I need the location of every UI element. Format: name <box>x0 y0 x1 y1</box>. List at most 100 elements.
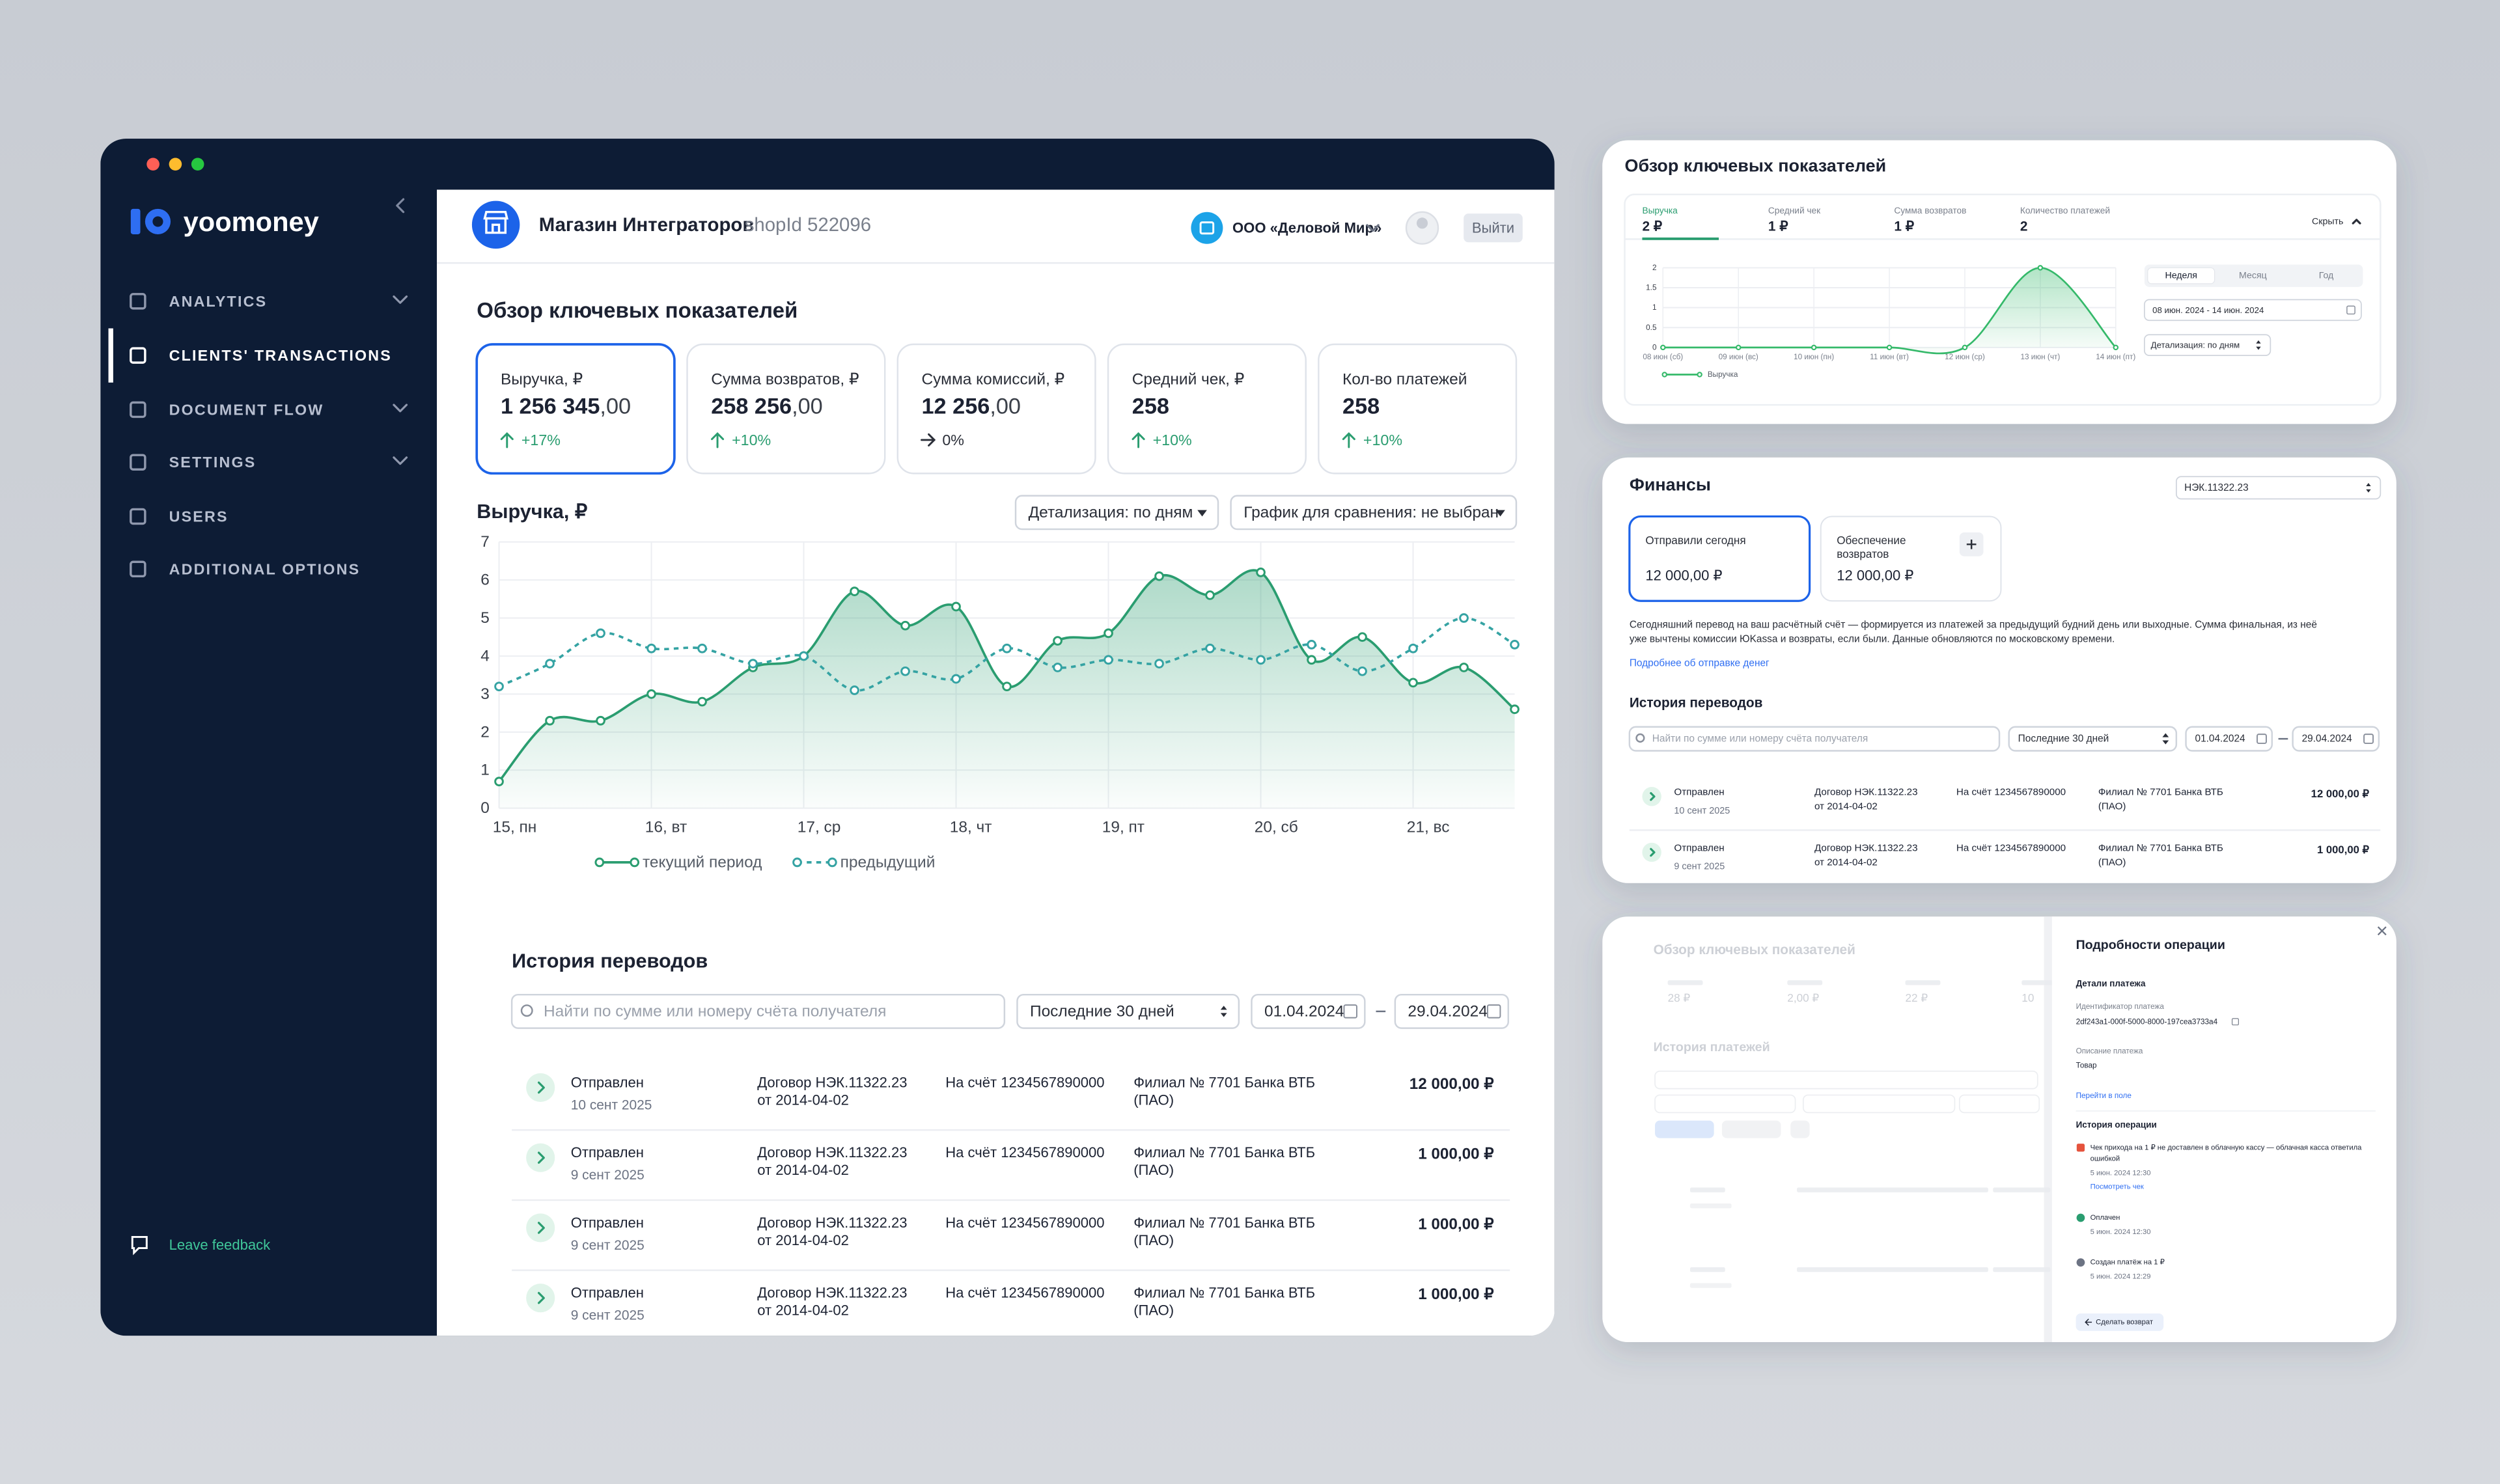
drawer-link[interactable]: Перейти в поле <box>2076 1092 2132 1100</box>
period-tab[interactable]: Год <box>2319 271 2334 281</box>
logout-button[interactable] <box>1464 213 1523 243</box>
date-input[interactable] <box>2185 726 2273 752</box>
row-date: 9 сент 2025 <box>571 1238 645 1253</box>
compare-dropdown[interactable] <box>1230 495 1518 530</box>
event-link[interactable]: Посмотреть чек <box>2090 1183 2144 1190</box>
row-date: 9 сент 2025 <box>571 1308 645 1323</box>
x-tick-label: 12 июн (ср) <box>1945 353 1985 361</box>
kpi-value: 12 256,00 <box>922 394 1021 419</box>
window-control <box>146 158 160 171</box>
kpi-card[interactable] <box>1107 343 1307 474</box>
row-expand[interactable] <box>526 1284 555 1313</box>
kpi-change: +10% <box>1153 432 1192 448</box>
collapse-sidebar[interactable] <box>396 198 405 213</box>
date-input-value[interactable]: 01.04.2024 <box>2195 734 2246 745</box>
date-input-value[interactable]: 29.04.2024 <box>1408 1002 1487 1020</box>
date-range-value[interactable]: 08 июн. 2024 - 14 июн. 2024 <box>2152 305 2264 315</box>
nav-item[interactable]: ANALYTICS <box>169 293 268 310</box>
background-value: 10 <box>2021 991 2034 1004</box>
calendar-icon <box>2346 305 2355 315</box>
row-bank: Филиал № 7701 Банка ВТБ <box>2098 842 2223 853</box>
kpi-card[interactable] <box>475 343 676 475</box>
period-select[interactable] <box>2008 726 2178 752</box>
metric-label[interactable]: Сумма возвратов <box>1894 206 1966 215</box>
kpi-card[interactable] <box>686 343 886 474</box>
nav-item[interactable]: SETTINGS <box>169 454 257 471</box>
detail-select-label[interactable]: Детализация: по дням <box>2151 340 2240 350</box>
background-value: 2,00 ₽ <box>1787 991 1819 1004</box>
nav-item[interactable]: ADDITIONAL OPTIONS <box>169 560 361 577</box>
date-input[interactable] <box>1394 993 1509 1029</box>
period-select[interactable] <box>1016 993 1240 1029</box>
x-tick-label: 13 июн (чт) <box>2020 353 2060 361</box>
background-value: 28 ₽ <box>1668 991 1691 1004</box>
nav-item[interactable]: USERS <box>169 508 229 525</box>
collapse-toggle[interactable]: Скрыть <box>2312 216 2343 227</box>
detail-dropdown-label[interactable]: Детализация: по дням <box>1029 504 1193 521</box>
x-tick-label: 16, вт <box>645 819 687 836</box>
search-input[interactable] <box>1628 726 2001 752</box>
collapse-chevron <box>2352 219 2361 225</box>
select-arrows <box>2162 733 2169 745</box>
refund-button-label[interactable]: Сделать возврат <box>2096 1318 2153 1326</box>
refund-button[interactable] <box>2076 1313 2164 1331</box>
period-select-label[interactable]: Последние 30 дней <box>1030 1002 1174 1020</box>
metric-label[interactable]: Количество платежей <box>2020 206 2110 215</box>
y-tick-label: 6 <box>480 571 490 589</box>
date-input[interactable] <box>1251 993 1366 1029</box>
copy-icon[interactable] <box>2231 1018 2239 1026</box>
kpi-value-integer: 258 <box>1342 394 1380 419</box>
search-placeholder[interactable]: Найти по сумме или номеру счёта получате… <box>544 1002 886 1020</box>
detail-dropdown[interactable] <box>1014 495 1219 530</box>
logout-label[interactable]: Выйти <box>1472 220 1514 236</box>
background-button <box>1790 1120 1810 1138</box>
period-tab[interactable]: Неделя <box>2165 271 2197 281</box>
y-tick-label: 2 <box>480 723 490 741</box>
account-select-label[interactable]: НЭК.11322.23 <box>2184 482 2249 493</box>
row-account: На счёт 1234567890000 <box>1956 787 2066 798</box>
row-expand[interactable] <box>1642 787 1661 806</box>
info-link[interactable]: Подробнее об отправке денег <box>1630 657 1770 668</box>
row-bank: (ПАО) <box>2098 857 2126 868</box>
date-input-value[interactable]: 29.04.2024 <box>2302 734 2353 745</box>
row-expand[interactable] <box>526 1143 555 1172</box>
row-bank: (ПАО) <box>1133 1092 1174 1108</box>
account-select[interactable] <box>2176 476 2382 500</box>
row-bank: (ПАО) <box>1133 1232 1174 1248</box>
search-input[interactable] <box>510 993 1006 1029</box>
row-account: На счёт 1234567890000 <box>945 1074 1104 1090</box>
background-row <box>1993 1187 2051 1192</box>
metric-label[interactable]: Выручка <box>1642 206 1678 215</box>
metric-value: 2 <box>2020 219 2028 234</box>
search-icon <box>1635 733 1645 743</box>
background-select <box>1802 1094 1956 1114</box>
row-expand-chevron <box>1650 792 1656 801</box>
data-point <box>1002 643 1012 653</box>
org-name[interactable]: ООО «Деловой Мир» <box>1232 220 1382 236</box>
row-expand[interactable] <box>526 1073 555 1102</box>
close-button[interactable] <box>2377 926 2387 936</box>
kpi-card[interactable] <box>1318 343 1518 474</box>
period-select-label[interactable]: Последние 30 дней <box>2018 734 2109 745</box>
metric-label[interactable]: Средний чек <box>1768 206 1821 215</box>
detail-select[interactable] <box>2144 334 2271 356</box>
row-expand[interactable] <box>526 1213 555 1243</box>
row-expand[interactable] <box>1642 842 1661 862</box>
compare-dropdown-label[interactable]: График для сравнения: не выбран <box>1243 504 1499 521</box>
nav-item[interactable]: CLIENTS' TRANSACTIONS <box>169 347 392 364</box>
nav-item[interactable]: DOCUMENT FLOW <box>169 401 324 418</box>
data-point <box>850 685 859 695</box>
data-point <box>1357 666 1367 676</box>
date-input[interactable] <box>2292 726 2380 752</box>
period-tab[interactable]: Месяц <box>2239 271 2267 281</box>
kpi-label: Сумма комиссий, ₽ <box>922 370 1065 388</box>
feedback-link[interactable]: Leave feedback <box>169 1237 271 1253</box>
background-title: История платежей <box>1654 1040 1770 1054</box>
date-range-input[interactable] <box>2144 299 2362 322</box>
row-contract-date: от 2014-04-02 <box>1814 857 1878 868</box>
finance-card-label: Отправили сегодня <box>1645 534 1745 547</box>
search-placeholder[interactable]: Найти по сумме или номеру счёта получате… <box>1652 734 1868 745</box>
drawer-section: Детали платежа <box>2076 979 2146 989</box>
date-input-value[interactable]: 01.04.2024 <box>1264 1002 1344 1020</box>
kpi-card[interactable] <box>896 343 1096 474</box>
